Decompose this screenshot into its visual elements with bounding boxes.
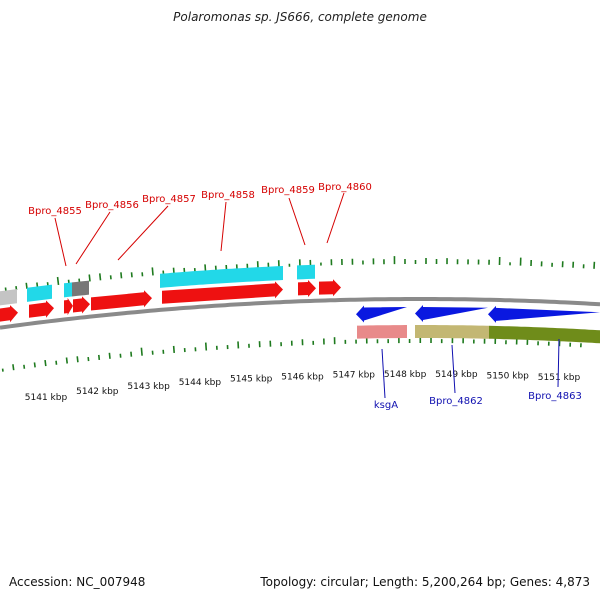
gene-arrow-forward [162,281,283,304]
feature-block-reverse [489,325,600,344]
gene-arrow-reverse [415,305,488,322]
gene-label: Bpro_4860 [318,182,372,193]
feature-block [72,280,89,297]
scale-label: 5151 kbp [538,373,581,383]
feature-block [27,284,52,302]
gene-arrow-forward [319,279,341,297]
gc-bar-inner [12,364,15,371]
gene-arrow-forward [73,296,90,314]
gc-bar-inner [65,357,68,364]
gc-bar-outer [88,274,91,282]
gc-bar-outer [25,282,28,289]
gc-bar-inner [140,347,143,356]
gene-arrow-reverse [356,305,407,323]
accession-label: Accession: NC_007948 [9,575,146,589]
leader-line [117,205,169,261]
scale-label: 5143 kbp [127,382,170,392]
gc-bar-outer [151,267,154,276]
gc-bar-outer [120,272,123,279]
gc-bar-inner [172,345,175,353]
gene-arrow-reverse [488,305,600,323]
leader-line [326,192,345,244]
feature-block [0,289,17,306]
gc-bar-inner [76,356,79,363]
scale-label: 5150 kbp [486,371,529,381]
gene-arrow-forward [64,298,73,316]
gene-label: Bpro_4863 [528,391,582,402]
gc-bar-inner [204,342,208,351]
backbone [0,297,600,330]
gene-arrow-forward [29,300,54,318]
leader-line [381,348,386,399]
map-title: Polaromonas sp. JS666, complete genome [173,10,427,24]
gc-bar-inner [23,364,26,369]
gc-bar-inner [108,352,111,359]
scale-label: 5149 kbp [435,370,478,380]
scale-label: 5141 kbp [25,393,68,403]
gene-label: Bpro_4856 [85,200,139,211]
gene-label: Bpro_4855 [28,206,82,217]
leader-line [557,338,560,388]
gene-arrow-forward [298,280,316,297]
feature-block [64,282,72,298]
gene-label: Bpro_4859 [261,185,315,196]
gene-arrow-forward [91,290,152,311]
leader-line [451,344,456,394]
feature-block [297,264,315,280]
leader-line [54,217,67,267]
feature-block-reverse [415,325,489,339]
feature-block-reverse [357,325,407,339]
scale-label: 5146 kbp [281,372,324,382]
scale-label: 5144 kbp [179,378,222,388]
scale-label: 5148 kbp [384,370,427,380]
gc-bar-inner [33,362,36,368]
gc-bar-inner [44,359,47,367]
scale-label: 5142 kbp [76,387,119,397]
gene-label: Bpro_4862 [429,396,483,407]
leader-line [288,197,306,246]
gene-label: Bpro_4858 [201,190,255,201]
scale-label: 5145 kbp [230,375,273,385]
gc-bar-inner [97,354,101,360]
leader-line [75,211,111,265]
gene-arrow-forward [0,305,18,323]
gc-bar-outer [98,273,102,281]
gc-bar-outer [56,276,60,286]
topology-label: Topology: circular; Length: 5,200,264 bp… [260,575,590,589]
feature-block [160,266,283,288]
leader-line [220,201,227,252]
scale-label: 5147 kbp [333,371,376,381]
gene-label: Bpro_4857 [142,194,196,205]
gene-label: ksgA [374,400,398,411]
